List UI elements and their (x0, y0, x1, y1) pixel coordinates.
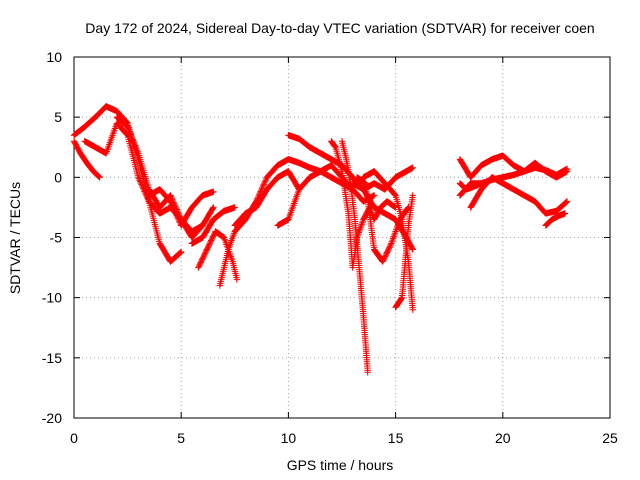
y-tick-label: 0 (54, 169, 62, 185)
data-series-arc-15 (353, 174, 412, 265)
chart-title: Day 172 of 2024, Sidereal Day-to-day VTE… (85, 20, 594, 36)
x-tick-label: 10 (281, 430, 297, 446)
data-series-arc-21 (456, 180, 485, 193)
data-point-markers (349, 164, 416, 193)
data-point-markers (338, 138, 371, 376)
data-point-markers (353, 174, 412, 265)
y-tick-label: -5 (50, 230, 63, 246)
y-tick-label: 10 (46, 49, 62, 65)
data-point-markers (542, 210, 569, 229)
data-points (70, 103, 571, 376)
data-series-arc-9 (231, 168, 303, 229)
y-tick-label: -10 (42, 290, 62, 306)
x-tick-label: 25 (602, 430, 618, 446)
data-series-arc-5 (145, 186, 217, 229)
data-point-markers (113, 114, 217, 241)
data-series-arc-4 (113, 114, 217, 241)
grid (74, 57, 610, 418)
data-series-arc-20 (467, 174, 571, 217)
data-series-arc-16 (349, 164, 416, 193)
y-axis: -20 -15 -10 -5 0 5 10 (42, 49, 610, 426)
data-series-arc-22 (542, 210, 569, 229)
x-tick-label: 0 (70, 430, 78, 446)
data-series-arc-19 (456, 164, 571, 199)
data-point-markers (456, 180, 485, 193)
data-series-arc-2 (70, 138, 103, 181)
y-tick-label: 5 (54, 109, 62, 125)
data-point-markers (231, 168, 303, 229)
data-series-arc-6 (188, 204, 238, 247)
x-tick-label: 20 (495, 430, 511, 446)
x-tick-label: 5 (177, 430, 185, 446)
data-point-markers (392, 192, 416, 311)
x-tick-label: 15 (388, 430, 404, 446)
data-point-markers (188, 204, 238, 247)
y-tick-label: -20 (42, 410, 62, 426)
data-series-arc-13 (338, 138, 371, 376)
y-tick-label: -15 (42, 350, 62, 366)
data-series-arc-17 (392, 192, 416, 311)
data-point-markers (145, 186, 217, 229)
x-axis: 0 5 10 15 20 25 (70, 57, 618, 446)
data-point-markers (70, 138, 103, 181)
data-point-markers (467, 174, 571, 217)
data-point-markers (456, 164, 571, 199)
y-axis-label: SDTVAR / TECUs (7, 182, 23, 294)
x-axis-label: GPS time / hours (287, 457, 394, 473)
